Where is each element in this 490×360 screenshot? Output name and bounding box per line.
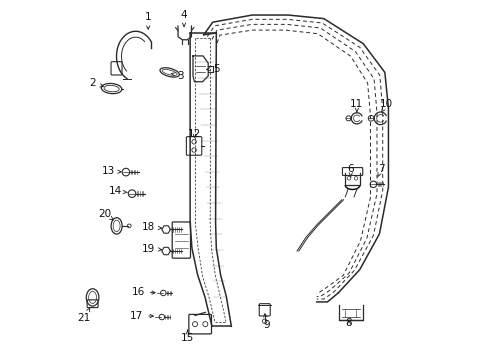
Text: 14: 14 xyxy=(109,186,127,197)
Text: 19: 19 xyxy=(142,244,162,254)
Text: 6: 6 xyxy=(347,164,354,177)
Text: 21: 21 xyxy=(78,308,91,323)
Text: 4: 4 xyxy=(181,10,187,26)
Text: 13: 13 xyxy=(101,166,121,176)
Text: 11: 11 xyxy=(350,99,364,112)
Text: 3: 3 xyxy=(172,71,184,81)
Text: 1: 1 xyxy=(145,12,151,29)
Text: 9: 9 xyxy=(263,314,270,330)
Text: 12: 12 xyxy=(188,129,201,139)
Text: 17: 17 xyxy=(130,311,153,320)
Text: 7: 7 xyxy=(378,164,385,177)
Text: 16: 16 xyxy=(131,287,155,297)
Text: 2: 2 xyxy=(89,78,103,88)
Text: 5: 5 xyxy=(207,64,220,74)
Text: 15: 15 xyxy=(181,330,194,343)
Text: 20: 20 xyxy=(98,209,114,220)
Text: 10: 10 xyxy=(380,99,393,112)
Text: 18: 18 xyxy=(142,222,162,232)
Text: 8: 8 xyxy=(345,319,352,328)
